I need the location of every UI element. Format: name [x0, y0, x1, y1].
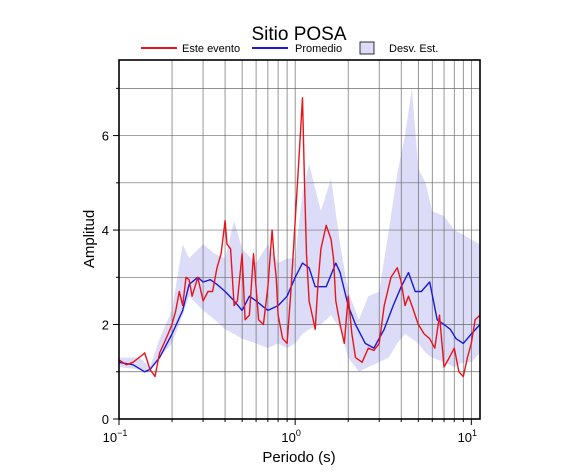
legend: Este evento Promedio Desv. Est.	[141, 41, 438, 55]
x-tick-label: 101	[458, 428, 477, 445]
x-tick-label: 100	[281, 428, 300, 445]
series-line-promedio	[118, 262, 481, 373]
chart-title: Sitio POSA	[251, 24, 346, 45]
legend-swatch-desv-est-	[359, 41, 375, 55]
x-tick-label: 10−1	[103, 428, 128, 445]
y-axis-label: Amplitud	[81, 210, 98, 268]
y-tick-label: 6	[102, 129, 109, 144]
x-tick-label-exponent: −1	[117, 428, 127, 438]
x-axis-label: Periodo (s)	[262, 449, 335, 466]
y-tick-label: 4	[102, 223, 109, 238]
x-tick-label-exponent: 0	[296, 428, 301, 438]
x-tick-label-exponent: 1	[472, 428, 477, 438]
plot-frame	[118, 59, 481, 420]
plot-area	[118, 60, 481, 419]
legend-label-este-evento: Este evento	[182, 43, 240, 55]
series-line-este-evento	[118, 97, 481, 378]
y-tick-label: 0	[102, 412, 109, 427]
legend-label-promedio: Promedio	[295, 43, 342, 55]
legend-label-desv-est-: Desv. Est.	[389, 43, 438, 55]
y-tick-label: 2	[102, 318, 109, 333]
